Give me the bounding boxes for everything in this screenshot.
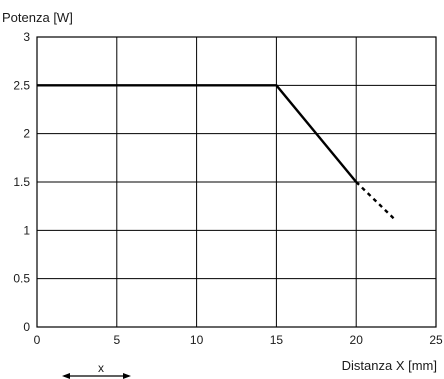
y-tick-labels: 0 0.5 1 1.5 2 2.5 3: [13, 30, 30, 334]
x-axis-title: Distanza X [mm]: [342, 358, 437, 373]
series-line-dotted: [355, 181, 397, 222]
dimension-label: x: [98, 361, 104, 375]
x-tick-label: 20: [350, 333, 364, 347]
y-tick-label: 0: [23, 320, 30, 334]
y-tick-label: 1.5: [13, 175, 30, 189]
dimension-arrow-right: [123, 373, 131, 379]
series-group: [37, 84, 397, 222]
grid: [36, 36, 437, 328]
x-tick-labels: 0 5 10 15 20 25: [34, 333, 443, 347]
y-tick-label: 2.5: [13, 78, 30, 92]
x-tick-label: 15: [270, 333, 284, 347]
y-tick-label: 2: [23, 127, 30, 141]
series-line-solid: [37, 84, 358, 183]
dimension-indicator: x: [62, 361, 131, 379]
x-tick-label: 5: [113, 333, 120, 347]
x-tick-label: 0: [34, 333, 41, 347]
x-tick-label: 25: [429, 333, 443, 347]
y-tick-label: 1: [23, 223, 30, 237]
y-tick-label: 3: [23, 30, 30, 44]
x-tick-label: 10: [190, 333, 204, 347]
dimension-arrow-left: [62, 373, 70, 379]
y-tick-label: 0.5: [13, 272, 30, 286]
plot-frame: [36, 36, 437, 328]
y-axis-title: Potenza [W]: [2, 10, 73, 25]
